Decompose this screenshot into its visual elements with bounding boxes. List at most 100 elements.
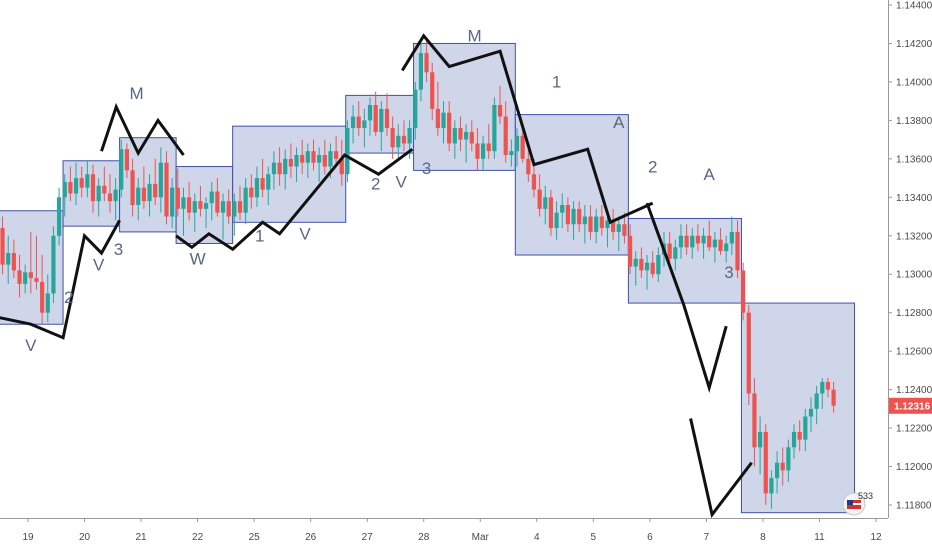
candle-9: [40, 255, 45, 325]
candle-145: [808, 397, 814, 432]
candle-102: [565, 197, 570, 232]
time-tick-label: 11: [814, 532, 825, 543]
candle-144: [803, 408, 808, 452]
candle-100: [554, 201, 559, 240]
candle-39: [209, 181, 214, 221]
candle-body: [232, 201, 237, 217]
candle-body: [786, 447, 791, 471]
candle-body: [780, 462, 785, 471]
candle-body: [68, 181, 73, 194]
candle-56: [305, 143, 310, 179]
candle-body: [808, 408, 814, 417]
candle-body: [34, 278, 39, 282]
candle-21: [107, 174, 113, 213]
candle-body: [384, 108, 390, 129]
time-tick-label: 7: [704, 532, 710, 543]
candle-25: [130, 158, 135, 217]
candle-89: [492, 97, 497, 159]
candle-133: [741, 262, 746, 321]
candle-75: [413, 81, 418, 140]
candle-body: [147, 183, 152, 202]
candle-147: [820, 378, 825, 409]
last-price-label: 1.12316: [894, 401, 931, 412]
candle-body: [51, 235, 56, 294]
candle-body: [520, 135, 525, 159]
candle-body: [107, 193, 113, 202]
candle-139: [774, 451, 780, 494]
candle-126: [701, 228, 706, 259]
pattern-box-10: [740, 302, 856, 514]
pattern-box-9: [627, 217, 742, 304]
candle-24: [124, 143, 130, 179]
candle-37: [198, 185, 203, 217]
candle-114: [633, 251, 638, 286]
candle-body: [40, 281, 45, 313]
time-tick-label: Mar: [472, 532, 490, 543]
candle-86: [475, 128, 480, 171]
candle-body: [102, 185, 107, 194]
candle-63: [345, 120, 350, 182]
candle-101: [560, 193, 565, 229]
flag-canton-icon: [847, 500, 853, 505]
candle-body: [379, 108, 384, 132]
candle-34: [181, 187, 186, 236]
candle-71: [390, 116, 395, 159]
candle-body: [396, 135, 401, 148]
candle-body: [724, 243, 729, 252]
candle-77: [424, 39, 429, 82]
candle-body: [701, 235, 706, 244]
candle-105: [582, 205, 587, 244]
candle-body: [300, 155, 305, 163]
candle-body: [373, 105, 378, 132]
candle-117: [650, 251, 655, 279]
price-tick-label: 1.12600: [896, 347, 932, 358]
time-tick-label: 12: [870, 532, 882, 543]
candle-body: [271, 162, 277, 175]
candle-45: [243, 178, 248, 225]
candle-52: [283, 149, 288, 190]
candle-body: [220, 201, 226, 213]
wave-label-15: 2: [648, 157, 657, 176]
candle-body: [741, 270, 746, 313]
candle-body: [249, 187, 254, 198]
candle-body: [560, 205, 565, 213]
candle-body: [390, 128, 395, 148]
candle-23: [119, 139, 124, 198]
candle-130: [724, 235, 729, 263]
candle-138: [769, 470, 774, 509]
candle-body: [667, 243, 672, 259]
candle-92: [509, 139, 514, 167]
candle-body: [543, 197, 548, 209]
wave-line-6: [689, 418, 753, 519]
candle-122: [678, 224, 684, 259]
candle-76: [418, 43, 424, 102]
wave-label-3: V: [93, 255, 105, 274]
candle-57: [311, 139, 316, 171]
candle-41: [220, 193, 226, 240]
candle-body: [17, 270, 22, 284]
candle-body: [458, 128, 463, 140]
candle-53: [288, 143, 293, 179]
candle-78: [430, 62, 435, 121]
candle-body: [401, 135, 407, 144]
candle-5: [17, 255, 22, 298]
candle-body: [350, 116, 356, 129]
candle-body: [820, 381, 825, 394]
time-tick-label: 8: [760, 532, 766, 543]
candle-body: [170, 187, 175, 217]
candle-87: [480, 135, 486, 171]
candle-body: [11, 253, 16, 271]
candle-123: [684, 224, 689, 255]
time-tick-label: 28: [418, 532, 430, 543]
candle-10: [45, 274, 50, 323]
candle-body: [633, 258, 638, 267]
candle-body: [746, 312, 751, 394]
candle-body: [712, 239, 717, 248]
candle-body: [407, 128, 412, 144]
candle-body: [254, 178, 260, 198]
candle-body: [209, 191, 214, 204]
candle-body: [650, 262, 655, 275]
